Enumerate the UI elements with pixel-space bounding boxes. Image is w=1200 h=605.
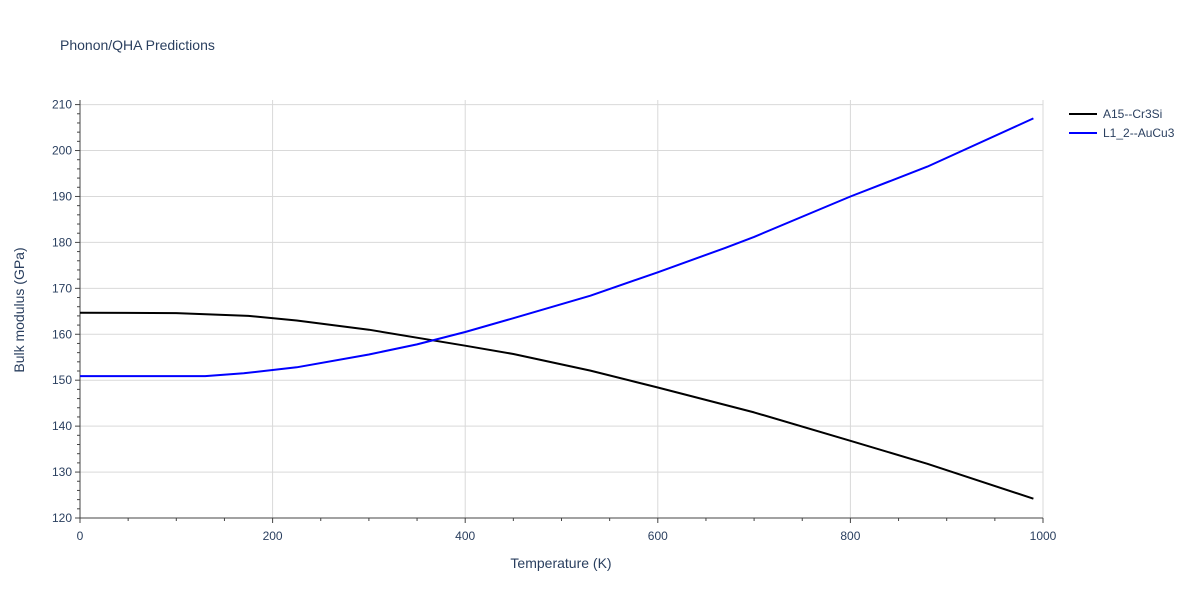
y-axis-title: Bulk modulus (GPa) bbox=[11, 247, 27, 372]
chart-title: Phonon/QHA Predictions bbox=[60, 37, 215, 53]
series-line-1 bbox=[80, 117, 1034, 378]
legend-label: L1_2--AuCu3 bbox=[1103, 126, 1175, 140]
x-tick-label: 1000 bbox=[1030, 529, 1057, 543]
legend: A15--Cr3Si L1_2--AuCu3 bbox=[1069, 107, 1175, 140]
x-axis-title: Temperature (K) bbox=[510, 555, 611, 571]
y-tick-label: 140 bbox=[52, 419, 72, 433]
x-tick-label: 0 bbox=[77, 529, 84, 543]
x-tick-label: 600 bbox=[648, 529, 668, 543]
y-tick-label: 170 bbox=[52, 281, 72, 295]
x-tick-label: 800 bbox=[840, 529, 860, 543]
y-tick-label: 130 bbox=[52, 465, 72, 479]
y-tick-label: 180 bbox=[52, 235, 72, 249]
y-tick-label: 150 bbox=[52, 373, 72, 387]
x-tick-label: 200 bbox=[263, 529, 283, 543]
legend-label: A15--Cr3Si bbox=[1103, 107, 1162, 121]
series-line-0 bbox=[79, 311, 1034, 500]
plot-area bbox=[79, 117, 1034, 500]
x-tick-label: 400 bbox=[455, 529, 475, 543]
tick-labels: 0 200 400 600 800 1000 120 130 140 150 160 170 180 19… bbox=[52, 98, 1057, 543]
y-tick-label: 200 bbox=[52, 144, 72, 158]
y-tick-label: 160 bbox=[52, 327, 72, 341]
y-tick-label: 210 bbox=[52, 98, 72, 112]
y-tick-label: 120 bbox=[52, 511, 72, 525]
y-tick-label: 190 bbox=[52, 189, 72, 203]
axes bbox=[75, 100, 1044, 523]
